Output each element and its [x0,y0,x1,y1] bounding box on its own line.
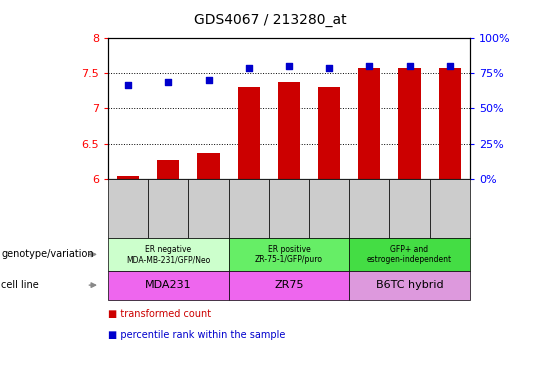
Text: cell line: cell line [1,280,39,290]
Point [204,78,213,84]
Point [365,63,374,70]
Text: MDA231: MDA231 [145,280,192,290]
Text: ER positive
ZR-75-1/GFP/puro: ER positive ZR-75-1/GFP/puro [255,245,323,264]
Bar [318,88,340,179]
Point [245,65,253,71]
Bar [438,68,461,179]
Bar [117,176,139,179]
Point [285,63,293,70]
Point [405,63,414,70]
Text: GDS4067 / 213280_at: GDS4067 / 213280_at [194,13,346,27]
Bar [358,68,380,179]
Bar [198,152,220,179]
Text: GFP+ and
estrogen-independent: GFP+ and estrogen-independent [367,245,452,264]
Text: genotype/variation: genotype/variation [1,249,94,260]
Bar [157,160,179,179]
Point [164,79,173,85]
Point [325,65,333,71]
Point [446,63,454,70]
Text: ZR75: ZR75 [274,280,303,290]
Text: ■ transformed count: ■ transformed count [108,309,211,319]
Text: B6TC hybrid: B6TC hybrid [376,280,443,290]
Bar [238,88,260,179]
Bar [278,82,300,179]
Text: ER negative
MDA-MB-231/GFP/Neo: ER negative MDA-MB-231/GFP/Neo [126,245,211,264]
Point [124,81,132,88]
Bar [399,68,421,179]
Text: ■ percentile rank within the sample: ■ percentile rank within the sample [108,330,285,340]
